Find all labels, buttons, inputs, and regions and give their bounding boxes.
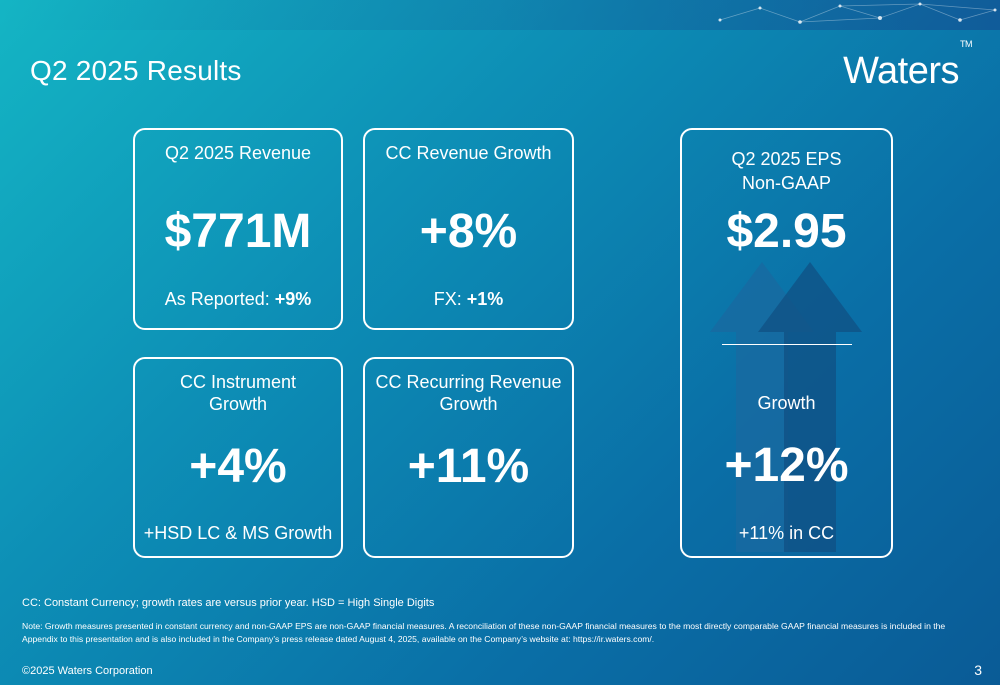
waters-logo: WatersTM: [843, 39, 972, 93]
cc-instrument-growth-sub: +HSD LC & MS Growth: [143, 523, 333, 543]
logo-trademark: TM: [960, 39, 973, 50]
eps-heading-1: Q2 2025 EPS: [731, 149, 842, 169]
growth-arrows-icon: [710, 262, 862, 552]
network-decoration: [718, 2, 997, 24]
revenue-sub-label: As Reported:: [164, 289, 270, 309]
revenue-card-sub: As Reported: +9%: [135, 288, 341, 310]
cc-instrument-growth-heading-1: CC Instrument: [179, 372, 297, 392]
fx-value: +1%: [466, 289, 504, 309]
revenue-card: Q2 2025 Revenue $771M As Reported: +9%: [133, 128, 343, 330]
page-number: 3: [974, 662, 982, 678]
cc-recurring-revenue-value: +11%: [407, 440, 530, 493]
cc-instrument-growth-value: +4%: [189, 440, 287, 493]
revenue-sub-value: +9%: [274, 289, 312, 309]
cc-recurring-revenue-heading-2: Growth: [439, 394, 498, 414]
logo-text: Waters: [843, 50, 959, 92]
definitions-note: CC: Constant Currency; growth rates are …: [22, 597, 435, 609]
cc-recurring-revenue-heading-1: CC Recurring Revenue: [375, 372, 562, 392]
cc-revenue-growth-sub: FX: +1%: [365, 288, 572, 310]
eps-growth-value: +12%: [724, 439, 849, 492]
cc-recurring-revenue-growth-card: CC Recurring Revenue Growth +11%: [363, 357, 574, 558]
header-strip: [0, 0, 1000, 30]
cc-revenue-growth-heading: CC Revenue Growth: [385, 143, 552, 163]
eps-cc-sub: +11% in CC: [738, 523, 835, 543]
eps-growth-label: Growth: [757, 393, 816, 413]
cc-instrument-growth-card: CC Instrument Growth +4% +HSD LC & MS Gr…: [133, 357, 343, 558]
disclaimer-note: Note: Growth measures presented in const…: [22, 621, 946, 644]
eps-divider: [722, 344, 852, 345]
eps-value: $2.95: [726, 205, 847, 258]
page-title: Q2 2025 Results: [30, 55, 242, 86]
cc-revenue-growth-card: CC Revenue Growth +8% FX: +1%: [363, 128, 574, 330]
cc-revenue-growth-value: +8%: [419, 205, 518, 258]
fx-label: FX:: [433, 289, 462, 309]
cc-instrument-growth-heading-2: Growth: [208, 394, 268, 414]
revenue-card-value: $771M: [164, 205, 312, 258]
eps-heading-2: Non-GAAP: [741, 173, 832, 193]
copyright: ©2025 Waters Corporation: [22, 665, 153, 677]
revenue-card-heading: Q2 2025 Revenue: [164, 143, 312, 163]
eps-card: Q2 2025 EPS Non-GAAP $2.95 Growth +12% +…: [680, 128, 893, 558]
